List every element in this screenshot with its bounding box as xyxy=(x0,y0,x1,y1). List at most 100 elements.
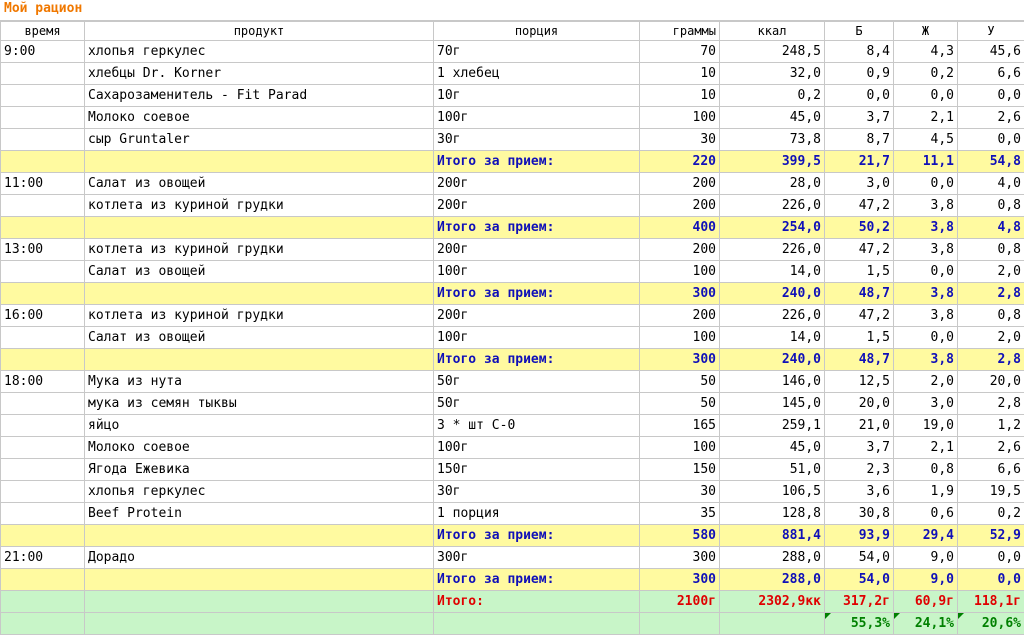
grams-cell[interactable]: 300 xyxy=(639,348,720,371)
time-cell[interactable] xyxy=(0,392,85,415)
time-cell[interactable] xyxy=(0,150,85,173)
grams-cell[interactable]: 220 xyxy=(639,150,720,173)
portion-cell[interactable]: 3 * шт С-0 xyxy=(433,414,640,437)
protein-cell[interactable]: 47,2 xyxy=(824,194,894,217)
fat-cell[interactable]: 0,0 xyxy=(893,84,958,107)
time-cell[interactable] xyxy=(0,348,85,371)
protein-cell[interactable]: 48,7 xyxy=(824,348,894,371)
carbs-cell[interactable]: 0,8 xyxy=(957,194,1024,217)
column-header[interactable]: порция xyxy=(433,21,640,41)
portion-cell[interactable] xyxy=(433,612,640,635)
product-cell[interactable]: хлопья геркулес xyxy=(84,40,434,63)
column-header[interactable]: время xyxy=(0,21,85,41)
carbs-cell[interactable]: 0,2 xyxy=(957,502,1024,525)
protein-cell[interactable]: 1,5 xyxy=(824,260,894,283)
kcal-cell[interactable]: 45,0 xyxy=(719,436,825,459)
kcal-cell[interactable]: 288,0 xyxy=(719,568,825,591)
product-cell[interactable]: Салат из овощей xyxy=(84,260,434,283)
carbs-cell[interactable]: 2,0 xyxy=(957,260,1024,283)
carbs-cell[interactable]: 118,1г xyxy=(957,590,1024,613)
time-cell[interactable] xyxy=(0,524,85,547)
fat-cell[interactable]: 60,9г xyxy=(893,590,958,613)
carbs-cell[interactable]: 0,0 xyxy=(957,84,1024,107)
fat-cell[interactable]: 3,0 xyxy=(893,392,958,415)
product-cell[interactable]: мука из семян тыквы xyxy=(84,392,434,415)
protein-cell[interactable]: 30,8 xyxy=(824,502,894,525)
protein-percent-cell[interactable]: 55,3% xyxy=(824,612,894,635)
kcal-cell[interactable]: 51,0 xyxy=(719,458,825,481)
product-cell[interactable] xyxy=(84,282,434,305)
kcal-cell[interactable] xyxy=(719,612,825,635)
fat-cell[interactable]: 29,4 xyxy=(893,524,958,547)
portion-cell[interactable]: 100г xyxy=(433,260,640,283)
kcal-cell[interactable]: 32,0 xyxy=(719,62,825,85)
fat-cell[interactable]: 3,8 xyxy=(893,348,958,371)
fat-cell[interactable]: 3,8 xyxy=(893,194,958,217)
kcal-cell[interactable]: 240,0 xyxy=(719,282,825,305)
kcal-cell[interactable]: 254,0 xyxy=(719,216,825,239)
product-cell[interactable]: котлета из куриной грудки xyxy=(84,194,434,217)
product-cell[interactable]: котлета из куриной грудки xyxy=(84,238,434,261)
protein-cell[interactable]: 3,6 xyxy=(824,480,894,503)
carbs-cell[interactable]: 0,0 xyxy=(957,546,1024,569)
carbs-cell[interactable]: 2,8 xyxy=(957,392,1024,415)
carbs-cell[interactable]: 2,8 xyxy=(957,282,1024,305)
grams-cell[interactable]: 300 xyxy=(639,568,720,591)
kcal-cell[interactable]: 226,0 xyxy=(719,304,825,327)
protein-cell[interactable]: 50,2 xyxy=(824,216,894,239)
fat-cell[interactable]: 3,8 xyxy=(893,238,958,261)
grams-cell[interactable]: 2100г xyxy=(639,590,720,613)
kcal-cell[interactable]: 226,0 xyxy=(719,238,825,261)
protein-cell[interactable]: 54,0 xyxy=(824,546,894,569)
protein-cell[interactable]: 8,4 xyxy=(824,40,894,63)
time-cell[interactable] xyxy=(0,128,85,151)
time-cell[interactable] xyxy=(0,414,85,437)
protein-cell[interactable]: 21,0 xyxy=(824,414,894,437)
time-cell[interactable] xyxy=(0,62,85,85)
product-cell[interactable]: Дорадо xyxy=(84,546,434,569)
protein-cell[interactable]: 20,0 xyxy=(824,392,894,415)
fat-cell[interactable]: 3,8 xyxy=(893,216,958,239)
protein-cell[interactable]: 1,5 xyxy=(824,326,894,349)
fat-cell[interactable]: 3,8 xyxy=(893,282,958,305)
carbs-cell[interactable]: 0,8 xyxy=(957,304,1024,327)
grams-cell[interactable]: 580 xyxy=(639,524,720,547)
product-cell[interactable]: сыр Gruntaler xyxy=(84,128,434,151)
portion-cell[interactable]: 200г xyxy=(433,172,640,195)
product-cell[interactable] xyxy=(84,348,434,371)
kcal-cell[interactable]: 45,0 xyxy=(719,106,825,129)
protein-cell[interactable]: 2,3 xyxy=(824,458,894,481)
subtotal-label[interactable]: Итого за прием: xyxy=(433,216,640,239)
column-header[interactable]: Б xyxy=(824,21,894,41)
kcal-cell[interactable]: 399,5 xyxy=(719,150,825,173)
fat-cell[interactable]: 0,0 xyxy=(893,172,958,195)
portion-cell[interactable]: 100г xyxy=(433,326,640,349)
time-cell[interactable]: 18:00 xyxy=(0,370,85,393)
kcal-cell[interactable]: 106,5 xyxy=(719,480,825,503)
protein-cell[interactable]: 47,2 xyxy=(824,238,894,261)
subtotal-label[interactable]: Итого за прием: xyxy=(433,282,640,305)
fat-cell[interactable]: 9,0 xyxy=(893,568,958,591)
carbs-cell[interactable]: 45,6 xyxy=(957,40,1024,63)
grams-cell[interactable]: 30 xyxy=(639,480,720,503)
column-header[interactable]: граммы xyxy=(639,21,720,41)
portion-cell[interactable]: 50г xyxy=(433,392,640,415)
product-cell[interactable]: хлебцы Dr. Korner xyxy=(84,62,434,85)
carbs-cell[interactable]: 6,6 xyxy=(957,458,1024,481)
column-header[interactable]: продукт xyxy=(84,21,434,41)
portion-cell[interactable]: 30г xyxy=(433,480,640,503)
protein-cell[interactable]: 317,2г xyxy=(824,590,894,613)
portion-cell[interactable]: 200г xyxy=(433,304,640,327)
kcal-cell[interactable]: 145,0 xyxy=(719,392,825,415)
carbs-cell[interactable]: 0,0 xyxy=(957,568,1024,591)
carbs-cell[interactable]: 1,2 xyxy=(957,414,1024,437)
product-cell[interactable]: яйцо xyxy=(84,414,434,437)
carbs-cell[interactable]: 2,6 xyxy=(957,436,1024,459)
product-cell[interactable]: Сахарозаменитель - Fit Parad xyxy=(84,84,434,107)
carbs-cell[interactable]: 6,6 xyxy=(957,62,1024,85)
portion-cell[interactable]: 70г xyxy=(433,40,640,63)
time-cell[interactable]: 9:00 xyxy=(0,40,85,63)
product-cell[interactable] xyxy=(84,612,434,635)
kcal-cell[interactable]: 259,1 xyxy=(719,414,825,437)
column-header[interactable]: Ж xyxy=(893,21,958,41)
